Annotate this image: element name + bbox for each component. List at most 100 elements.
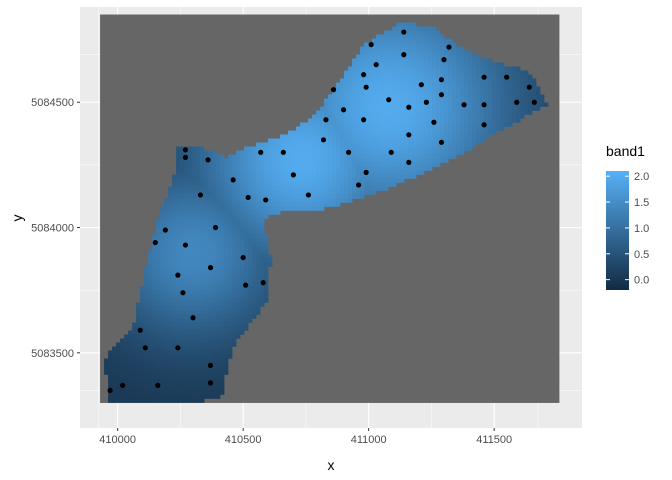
heat-cell <box>184 370 189 375</box>
heat-cell <box>340 166 345 171</box>
heat-cell <box>296 182 301 187</box>
heat-cell <box>308 126 313 131</box>
heat-cell <box>384 54 389 59</box>
heat-cell <box>236 298 241 303</box>
heat-cell <box>232 186 237 191</box>
heat-cell <box>244 230 249 235</box>
heat-cell <box>364 126 369 131</box>
heat-cell <box>228 238 233 243</box>
heat-cell <box>184 382 189 387</box>
heat-cell <box>372 102 377 107</box>
heat-cell <box>284 178 289 183</box>
heat-cell <box>416 86 421 91</box>
data-point <box>107 387 113 394</box>
heat-cell <box>180 170 185 175</box>
heat-cell <box>216 314 221 319</box>
heat-cell <box>208 178 213 183</box>
heat-cell <box>236 218 241 223</box>
heat-cell <box>404 86 409 91</box>
heat-cell <box>408 54 413 59</box>
heat-cell <box>280 166 285 171</box>
heat-cell <box>484 86 489 91</box>
data-point <box>431 119 437 125</box>
heat-cell <box>500 86 505 91</box>
heat-cell <box>340 126 345 131</box>
heat-cell <box>256 194 261 199</box>
heat-cell <box>344 114 349 119</box>
heat-cell <box>408 102 413 107</box>
heat-cell <box>140 334 145 339</box>
heat-cell <box>220 362 225 367</box>
data-point <box>330 87 337 93</box>
heat-cell <box>164 258 169 263</box>
heat-cell <box>252 186 257 191</box>
heat-cell <box>172 338 177 343</box>
heat-cell <box>168 334 173 339</box>
heat-cell <box>340 178 345 183</box>
heat-cell <box>180 238 185 243</box>
heat-cell <box>268 194 273 199</box>
heat-cell <box>124 386 129 391</box>
heat-cell <box>184 166 189 171</box>
heat-cell <box>232 330 237 335</box>
heat-cell <box>452 122 457 127</box>
heat-cell <box>412 62 417 67</box>
heat-cell <box>464 106 469 111</box>
heat-cell <box>200 294 205 299</box>
heat-cell <box>248 286 253 291</box>
heat-cell <box>192 274 197 279</box>
heat-cell <box>388 30 393 35</box>
heat-cell <box>156 226 161 231</box>
heat-cell <box>252 194 257 199</box>
heat-cell <box>152 290 157 295</box>
heat-cell <box>292 166 297 171</box>
heat-cell <box>176 206 181 211</box>
heat-cell <box>220 242 225 247</box>
heat-cell <box>192 278 197 283</box>
heat-cell <box>416 162 421 167</box>
heat-cell <box>436 110 441 115</box>
heat-cell <box>336 194 341 199</box>
heat-cell <box>376 154 381 159</box>
heat-cell <box>176 210 181 215</box>
heat-cell <box>424 50 429 55</box>
heat-cell <box>256 198 261 203</box>
heat-cell <box>280 202 285 207</box>
heat-cell <box>256 202 261 207</box>
heat-cell <box>248 298 253 303</box>
heat-cell <box>288 150 293 155</box>
heat-cell <box>208 174 213 179</box>
heat-cell <box>300 206 305 211</box>
heat-cell <box>444 86 449 91</box>
heat-cell <box>112 346 117 351</box>
heat-cell <box>328 174 333 179</box>
heat-cell <box>432 138 437 143</box>
heat-cell <box>252 310 257 315</box>
heat-cell <box>172 394 177 399</box>
heat-cell <box>256 282 261 287</box>
heat-cell <box>428 58 433 63</box>
heat-cell <box>244 206 249 211</box>
heat-cell <box>436 62 441 67</box>
heat-cell <box>184 210 189 215</box>
heat-cell <box>140 290 145 295</box>
heat-cell <box>160 390 165 395</box>
heat-cell <box>188 206 193 211</box>
heat-cell <box>356 138 361 143</box>
heat-cell <box>432 50 437 55</box>
heat-cell <box>232 210 237 215</box>
heat-cell <box>460 98 465 103</box>
heat-cell <box>208 234 213 239</box>
heat-cell <box>180 314 185 319</box>
heat-cell <box>236 198 241 203</box>
heat-cell <box>248 270 253 275</box>
heat-cell <box>172 226 177 231</box>
heat-cell <box>448 138 453 143</box>
heat-cell <box>220 302 225 307</box>
heat-cell <box>276 150 281 155</box>
heat-cell <box>240 278 245 283</box>
heat-cell <box>176 350 181 355</box>
heat-cell <box>132 358 137 363</box>
heat-cell <box>256 190 261 195</box>
heat-cell <box>252 190 257 195</box>
